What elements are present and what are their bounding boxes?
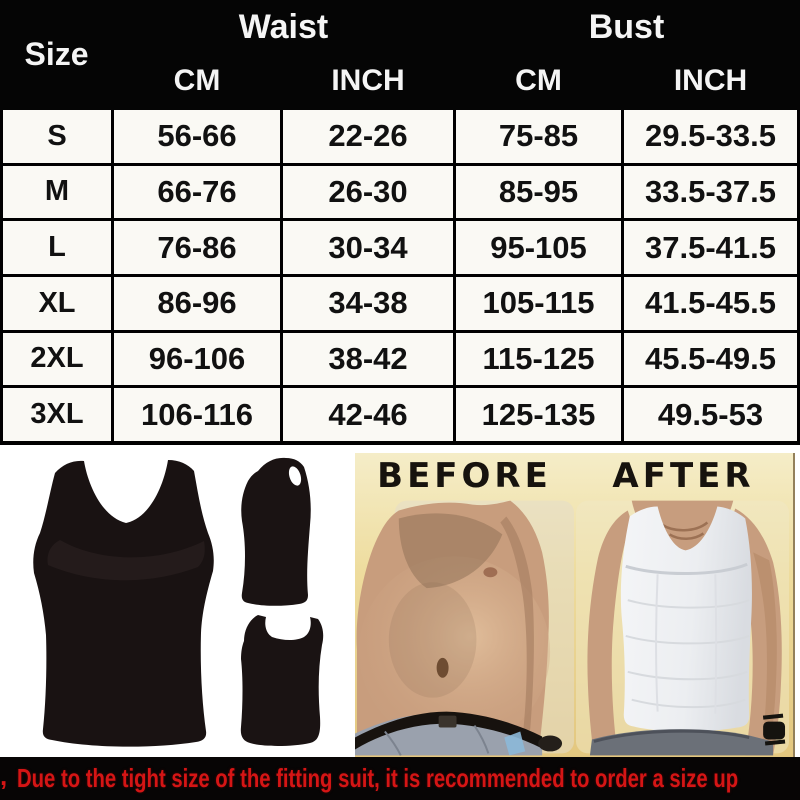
cell-bust-cm: 85-95 — [456, 165, 621, 219]
cell-size: M — [3, 165, 111, 219]
header-bust-inch-label: INCH — [673, 64, 748, 97]
black-tank-top-product-images — [33, 457, 324, 747]
cell-size: XL — [3, 277, 111, 330]
cell-bust-inch: 29.5-33.5 — [624, 110, 797, 163]
cell-bust-inch: 49.5-53 — [624, 388, 797, 441]
after-photo — [575, 500, 790, 756]
cell-bust-cm: 75-85 — [456, 110, 621, 163]
cell-size: 2XL — [3, 332, 111, 386]
size-chart-table: S 56-66 22-26 75-85 29.5-33.5 M 66-76 26… — [0, 110, 800, 445]
cell-bust-inch: 33.5-37.5 — [624, 165, 797, 219]
header-waist-cm-label: CM — [173, 64, 221, 97]
banner-cutoff-fragment: , — [0, 761, 8, 791]
cell-waist-inch: 26-30 — [283, 165, 453, 219]
cell-bust-inch: 45.5-49.5 — [624, 332, 797, 386]
cell-waist-cm: 96-106 — [114, 332, 280, 386]
cell-waist-inch: 34-38 — [283, 277, 453, 330]
size-chart-header: Size Waist Bust CM INCH CM INCH — [0, 0, 800, 110]
product-showcase: BEFORE AFTER — [0, 445, 800, 757]
before-after-photos — [355, 499, 793, 757]
warning-banner: , Due to the tight size of the fitting s… — [0, 757, 800, 800]
after-label: AFTER — [612, 456, 755, 496]
cell-waist-inch: 42-46 — [283, 388, 453, 441]
tank-top-side-image — [241, 457, 311, 606]
header-size-label: Size — [24, 36, 89, 72]
cell-waist-cm: 86-96 — [114, 277, 280, 330]
cell-bust-cm: 125-135 — [456, 388, 621, 441]
tank-top-front-image — [33, 460, 214, 747]
before-after-labels: BEFORE AFTER — [355, 453, 793, 499]
header-bust-cm-label: CM — [515, 64, 562, 97]
header-waist-inch-label: INCH — [331, 64, 405, 97]
before-photo — [355, 500, 574, 756]
cell-size: S — [3, 110, 111, 163]
header-bust-label: Bust — [588, 8, 665, 46]
cell-bust-inch: 41.5-45.5 — [624, 277, 797, 330]
cell-waist-cm: 106-116 — [114, 388, 280, 441]
cell-waist-inch: 38-42 — [283, 332, 453, 386]
tank-top-back-image — [240, 615, 324, 746]
cell-waist-cm: 76-86 — [114, 221, 280, 274]
cell-waist-cm: 66-76 — [114, 165, 280, 219]
cell-bust-cm: 105-115 — [456, 277, 621, 330]
cell-waist-cm: 56-66 — [114, 110, 280, 163]
cell-bust-cm: 115-125 — [456, 332, 621, 386]
cell-waist-inch: 22-26 — [283, 110, 453, 163]
cell-bust-inch: 37.5-41.5 — [624, 221, 797, 274]
cell-size: 3XL — [3, 388, 111, 441]
warning-text: Due to the tight size of the fitting sui… — [17, 763, 739, 793]
before-label: BEFORE — [377, 456, 552, 496]
before-after-panel: BEFORE AFTER — [355, 453, 795, 757]
cell-size: L — [3, 221, 111, 274]
header-waist-label: Waist — [238, 8, 329, 46]
cell-bust-cm: 95-105 — [456, 221, 621, 274]
cell-waist-inch: 30-34 — [283, 221, 453, 274]
